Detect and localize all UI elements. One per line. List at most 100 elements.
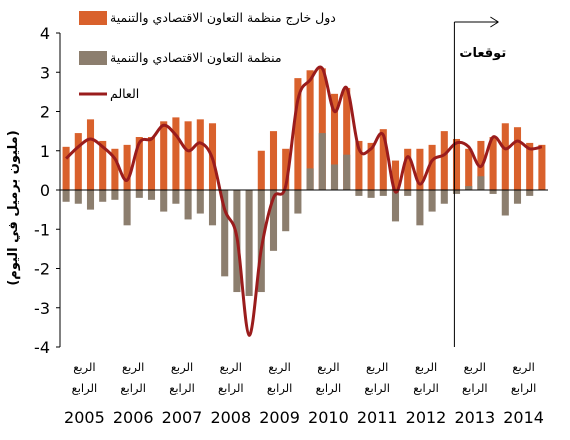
oecd-bar xyxy=(147,190,156,200)
oecd-bar xyxy=(62,190,70,202)
x-tick-quarter-label: الربع xyxy=(220,360,242,375)
oecd-bar xyxy=(86,190,95,210)
legend: دول خارج منظمة التعاون الاقتصادي والتنمي… xyxy=(79,10,336,102)
oecd-bar xyxy=(306,168,314,190)
axes: -4 -3 -2 -1 0 1 2 3 4 (مليون برميل في اليوم) الربع… xyxy=(6,24,548,427)
legend-oecd-label: منظمة التعاون الاقتصادي والتنمية xyxy=(110,50,282,66)
oecd-bar xyxy=(330,164,339,190)
y-tick-label: 4 xyxy=(40,24,50,43)
forecast-arrow-head xyxy=(490,16,499,28)
y-tick-label: -4 xyxy=(34,338,50,357)
oecd-bar xyxy=(379,190,387,196)
non-oecd-bar xyxy=(99,140,107,190)
oecd-bar xyxy=(501,190,509,216)
non-oecd-bar xyxy=(172,117,180,190)
non-oecd-bar xyxy=(86,119,95,190)
x-tick-quarter-sub-label: الرابع xyxy=(72,381,98,396)
y-tick-label: -1 xyxy=(34,220,50,239)
x-tick-quarter-sub-label: الرابع xyxy=(218,381,244,396)
y-tick-label: 1 xyxy=(40,142,50,161)
x-tick-quarter-label: الربع xyxy=(122,360,144,375)
oecd-bar xyxy=(489,190,497,194)
non-oecd-bar xyxy=(111,148,119,190)
oecd-bar xyxy=(221,190,229,277)
oecd-bar xyxy=(208,190,217,226)
legend-non-oecd-swatch xyxy=(79,11,107,25)
x-tick-quarter-sub-label: الرابع xyxy=(120,381,146,396)
non-oecd-bar xyxy=(440,131,448,190)
non-oecd-bar xyxy=(306,70,314,190)
oecd-bar xyxy=(294,190,302,214)
x-tick-year-label: 2010 xyxy=(308,408,349,427)
oecd-bar xyxy=(99,190,107,202)
x-tick-year-label: 2011 xyxy=(357,408,398,427)
x-tick-year-label: 2005 xyxy=(64,408,105,427)
oecd-bar xyxy=(526,190,534,196)
x-tick-quarter-label: الربع xyxy=(415,360,437,375)
x-tick-quarter-sub-label: الرابع xyxy=(316,381,342,396)
non-oecd-bar xyxy=(538,144,546,190)
non-oecd-bar xyxy=(465,148,473,190)
non-oecd-bar xyxy=(318,68,326,190)
legend-oecd-swatch xyxy=(79,51,107,65)
non-oecd-bar xyxy=(135,137,143,190)
x-tick-quarter-sub-label: الرابع xyxy=(364,381,390,396)
oecd-bar xyxy=(282,190,290,232)
x-tick-quarter-label: الربع xyxy=(73,360,95,375)
forecast-label: توقعات xyxy=(459,46,506,61)
oecd-bar xyxy=(184,190,192,220)
non-oecd-bar xyxy=(489,137,497,190)
x-tick-quarter-sub-label: الرابع xyxy=(169,381,195,396)
oecd-bar xyxy=(74,190,82,204)
non-oecd-bar xyxy=(416,148,424,190)
oecd-bar xyxy=(111,190,119,200)
y-tick-label: 0 xyxy=(40,181,50,200)
y-tick-label: -3 xyxy=(34,299,50,318)
oecd-bar xyxy=(452,190,461,194)
oecd-bar xyxy=(465,186,473,190)
oecd-bar xyxy=(513,190,522,204)
oecd-bar xyxy=(123,190,131,226)
x-tick-year-label: 2009 xyxy=(259,408,300,427)
non-oecd-bar xyxy=(355,140,363,190)
non-oecd-bar xyxy=(404,148,412,190)
x-tick-quarter-label: الربع xyxy=(268,360,290,375)
non-oecd-bar xyxy=(257,150,265,190)
x-tick-quarter-sub-label: الرابع xyxy=(413,381,439,396)
non-oecd-bar xyxy=(294,78,302,190)
non-oecd-bar xyxy=(196,119,204,190)
x-tick-quarter-label: الربع xyxy=(317,360,339,375)
world-line xyxy=(65,65,543,337)
non-oecd-bar xyxy=(147,137,156,190)
x-tick-year-label: 2012 xyxy=(406,408,447,427)
non-oecd-bar xyxy=(379,129,387,190)
non-oecd-bar xyxy=(452,138,461,190)
x-tick-quarter-label: الربع xyxy=(512,360,534,375)
x-tick-year-label: 2013 xyxy=(454,408,495,427)
non-oecd-bar xyxy=(269,131,278,190)
oecd-bar xyxy=(367,190,375,198)
oecd-bar xyxy=(245,190,253,296)
x-tick-year-label: 2008 xyxy=(210,408,251,427)
non-oecd-bar xyxy=(74,133,82,190)
non-oecd-bar xyxy=(428,144,436,190)
x-tick-quarter-sub-label: الرابع xyxy=(267,381,293,396)
oecd-bar xyxy=(343,154,351,190)
oecd-bar xyxy=(391,190,400,222)
x-tick-year-label: 2006 xyxy=(113,408,154,427)
oecd-bar xyxy=(196,190,204,214)
y-axis-label: (مليون برميل في اليوم) xyxy=(6,130,21,285)
oecd-bar xyxy=(416,190,424,226)
oecd-bar xyxy=(269,190,278,251)
oecd-bar xyxy=(428,190,436,212)
x-tick-quarter-label: الربع xyxy=(464,360,486,375)
non-oecd-bar xyxy=(513,127,522,190)
y-tick-label: 2 xyxy=(40,103,50,122)
oecd-bar xyxy=(172,190,180,204)
non-oecd-bar xyxy=(282,148,290,190)
y-tick-label: -2 xyxy=(34,260,50,279)
non-oecd-bar xyxy=(62,146,70,190)
non-oecd-bar xyxy=(184,121,192,190)
x-tick-quarter-label: الربع xyxy=(366,360,388,375)
non-oecd-bar xyxy=(330,93,339,190)
